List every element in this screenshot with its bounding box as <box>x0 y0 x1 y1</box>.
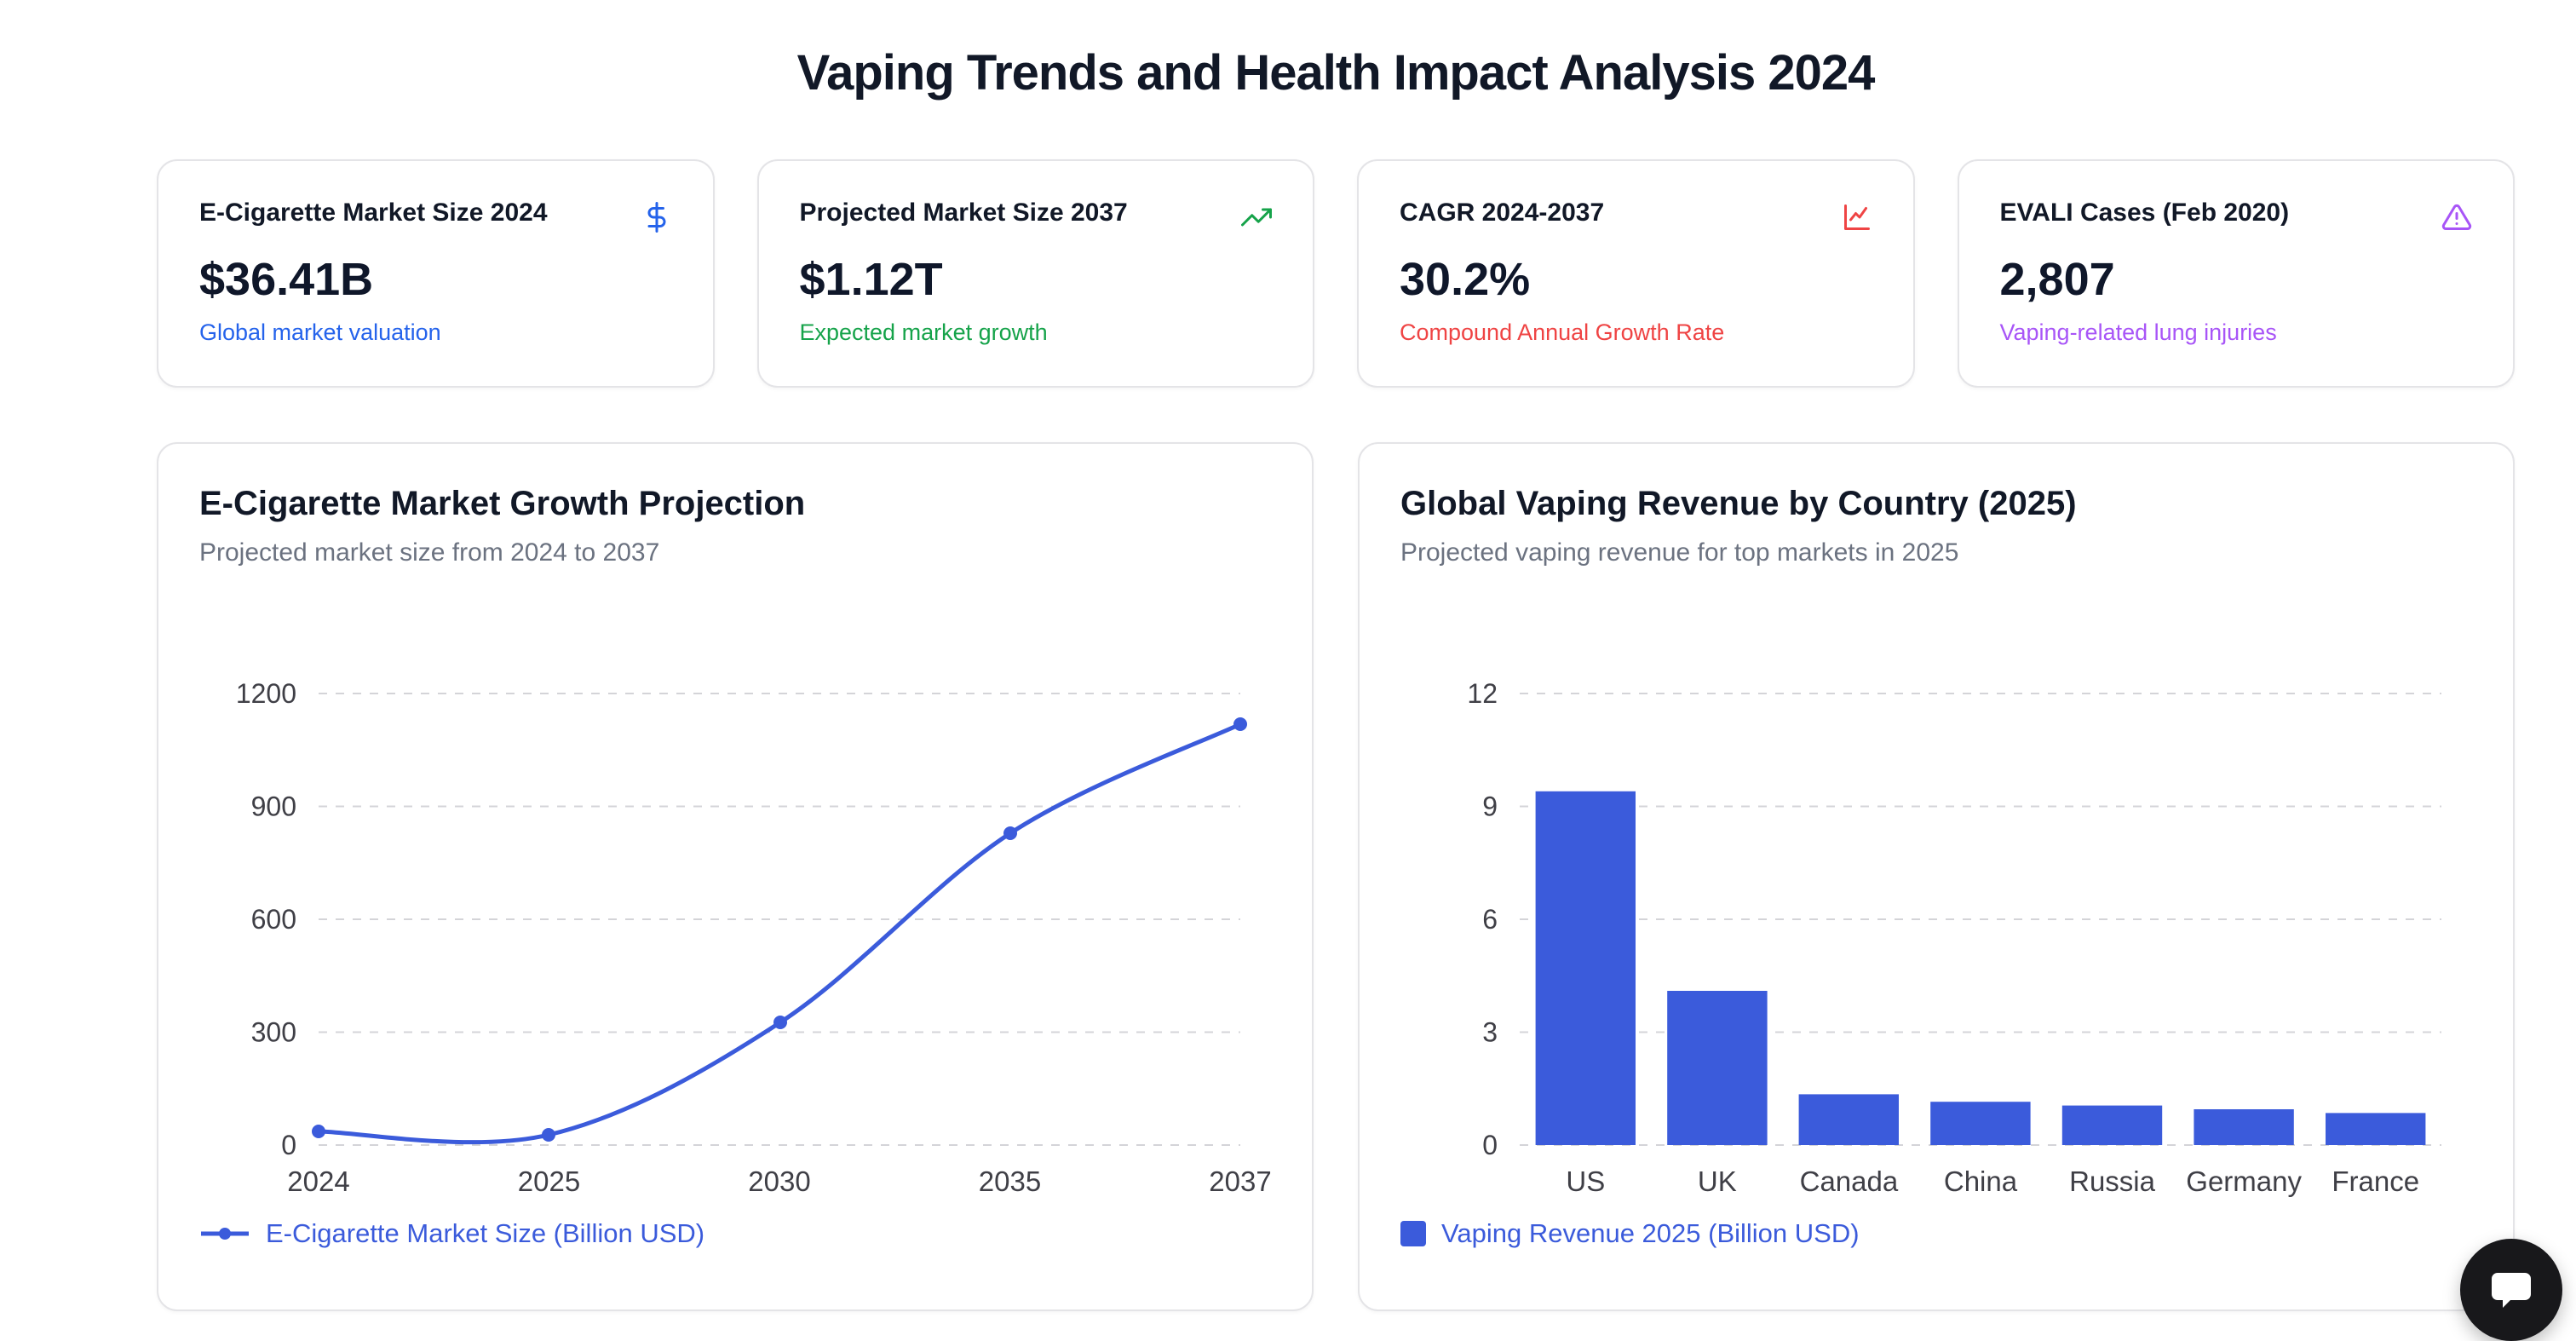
legend-label: Vaping Revenue 2025 (Billion USD) <box>1441 1218 1860 1248</box>
warning-icon <box>2441 202 2472 233</box>
svg-text:UK: UK <box>1698 1165 1737 1197</box>
svg-text:3: 3 <box>1482 1017 1498 1048</box>
svg-text:6: 6 <box>1482 904 1498 935</box>
line-series-icon <box>201 1228 249 1240</box>
trending-up-icon <box>1241 202 1272 233</box>
line-chart-icon <box>1842 202 1872 233</box>
svg-text:2024: 2024 <box>287 1165 349 1197</box>
chart-title: E-Cigarette Market Growth Projection <box>199 485 806 522</box>
svg-text:France: France <box>2332 1165 2419 1197</box>
stat-label: EVALI Cases (Feb 2020) <box>1999 199 2290 227</box>
svg-text:Germany: Germany <box>2186 1165 2302 1197</box>
svg-text:900: 900 <box>251 791 296 822</box>
bar-chart-legend[interactable]: Vaping Revenue 2025 (Billion USD) <box>1400 1218 1860 1249</box>
stat-label: E-Cigarette Market Size 2024 <box>199 199 548 227</box>
chat-bubble-icon <box>2492 1273 2531 1308</box>
chart-subtitle: Projected vaping revenue for top markets… <box>1400 538 1959 567</box>
charts-row: E-Cigarette Market Growth Projection Pro… <box>157 442 2515 1311</box>
stat-card-cagr: CAGR 2024-2037 30.2% Compound Annual Gro… <box>1357 159 1915 388</box>
stat-subtitle: Global market valuation <box>199 319 441 345</box>
bar-chart: 0 3 6 9 12 US UK Canada China Russia Germany France <box>1400 646 2472 1208</box>
chart-title: Global Vaping Revenue by Country (2025) <box>1400 485 2077 522</box>
page-title: Vaping Trends and Health Impact Analysis… <box>796 45 1876 101</box>
svg-text:600: 600 <box>251 904 296 935</box>
svg-text:China: China <box>1944 1165 2018 1197</box>
svg-text:0: 0 <box>281 1130 296 1160</box>
svg-text:2025: 2025 <box>518 1165 580 1197</box>
dollar-icon <box>641 202 672 233</box>
svg-text:300: 300 <box>251 1017 296 1048</box>
svg-text:2037: 2037 <box>1209 1165 1271 1197</box>
stat-subtitle: Vaping-related lung injuries <box>1999 319 2277 345</box>
stat-subtitle: Compound Annual Growth Rate <box>1400 319 1725 345</box>
stat-value: $36.41B <box>199 254 374 305</box>
line-chart: 0 300 600 900 1200 2024 2025 2030 2035 2037 <box>199 646 1272 1208</box>
svg-text:0: 0 <box>1482 1130 1498 1160</box>
stat-subtitle: Expected market growth <box>799 319 1048 345</box>
svg-text:2030: 2030 <box>748 1165 810 1197</box>
stat-value: 2,807 <box>1999 254 2115 305</box>
svg-text:12: 12 <box>1467 678 1498 709</box>
chat-widget-button[interactable] <box>2460 1239 2562 1341</box>
revenue-by-country-chart-card: Global Vaping Revenue by Country (2025) … <box>1358 442 2515 1311</box>
legend-label: E-Cigarette Market Size (Billion USD) <box>266 1218 705 1248</box>
stat-card-projected-2037: Projected Market Size 2037 $1.12T Expect… <box>756 159 1314 388</box>
bar-series-icon <box>1400 1221 1426 1246</box>
stat-value: $1.12T <box>799 254 943 305</box>
stat-label: CAGR 2024-2037 <box>1400 199 1605 227</box>
stat-value: 30.2% <box>1400 254 1531 305</box>
stat-label: Projected Market Size 2037 <box>799 199 1128 227</box>
chart-subtitle: Projected market size from 2024 to 2037 <box>199 538 660 567</box>
svg-text:US: US <box>1566 1165 1605 1197</box>
svg-text:2035: 2035 <box>979 1165 1041 1197</box>
svg-text:Canada: Canada <box>1800 1165 1899 1197</box>
stat-card-evali-cases: EVALI Cases (Feb 2020) 2,807 Vaping-rela… <box>1957 159 2515 388</box>
stats-row: E-Cigarette Market Size 2024 $36.41B Glo… <box>157 159 2515 388</box>
svg-text:9: 9 <box>1482 791 1498 822</box>
line-chart-legend[interactable]: E-Cigarette Market Size (Billion USD) <box>199 1218 704 1249</box>
svg-text:Russia: Russia <box>2069 1165 2156 1197</box>
dashboard-page: Vaping Trends and Health Impact Analysis… <box>157 0 2515 1311</box>
stat-card-market-size-2024: E-Cigarette Market Size 2024 $36.41B Glo… <box>157 159 715 388</box>
market-growth-chart-card: E-Cigarette Market Growth Projection Pro… <box>157 442 1314 1311</box>
svg-text:1200: 1200 <box>236 678 296 709</box>
